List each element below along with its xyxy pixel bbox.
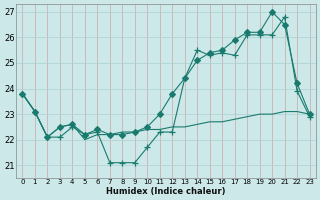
X-axis label: Humidex (Indice chaleur): Humidex (Indice chaleur) [106,187,226,196]
